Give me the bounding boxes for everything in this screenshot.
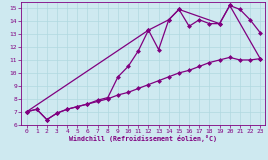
X-axis label: Windchill (Refroidissement éolien,°C): Windchill (Refroidissement éolien,°C): [69, 135, 217, 142]
